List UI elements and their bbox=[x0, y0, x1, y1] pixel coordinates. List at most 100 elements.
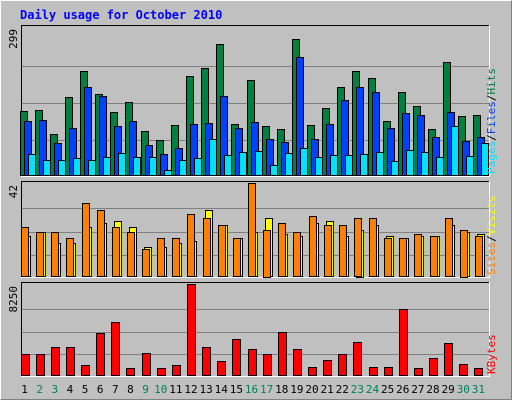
legend: KBytes bbox=[485, 334, 498, 374]
bar-kbytes: KBytes 7: 4800 bbox=[111, 322, 120, 376]
bar-kbytes: KBytes 26: 6000 bbox=[399, 309, 408, 376]
x-tick-label: 23 bbox=[351, 383, 364, 396]
bar-kbytes: KBytes 9: 2000 bbox=[142, 353, 151, 376]
bar-kbytes: KBytes 8: 600 bbox=[126, 368, 135, 376]
bar-kbytes: KBytes 18: 3900 bbox=[278, 332, 287, 376]
x-tick-label: 7 bbox=[112, 383, 119, 396]
x-axis-day-labels: 1 2 3 4 5 6 7 8 9 10 11 12 13 14 15 16 17 18 19 20 21 22 23 24 2… bbox=[21, 383, 485, 396]
legend: Sites/Visits bbox=[485, 196, 498, 276]
bar-pages: Pages 10: 11 bbox=[164, 170, 172, 176]
bar-kbytes: KBytes 17: 1900 bbox=[263, 354, 272, 376]
bar-sites: Sites 11: 17 bbox=[172, 238, 180, 277]
bar-pages: Pages 7: 45 bbox=[118, 153, 126, 176]
legend-item-sites: Sites bbox=[485, 242, 498, 275]
panel-hits-files-pages: 299Hits 1: 130Hits 2: 132Hits 3: 82Hits … bbox=[7, 25, 498, 177]
bar-kbytes: KBytes 28: 1500 bbox=[429, 358, 438, 376]
bar-kbytes: KBytes 23: 3000 bbox=[353, 342, 362, 376]
bar-kbytes: KBytes 4: 2500 bbox=[66, 347, 75, 376]
x-tick-label: 16 bbox=[245, 383, 258, 396]
bar-pages: Pages 23: 42 bbox=[360, 154, 368, 176]
bar-sites: Sites 26: 17 bbox=[399, 238, 407, 277]
x-tick-label: 8 bbox=[127, 383, 134, 396]
bar-sites: Sites 2: 20 bbox=[36, 232, 44, 277]
bar-sites: Sites 8: 20 bbox=[127, 232, 135, 277]
bar-pages: Pages 26: 51 bbox=[406, 150, 414, 176]
x-tick-label: 15 bbox=[230, 383, 243, 396]
bar-pages: Pages 20: 36 bbox=[315, 157, 323, 176]
bar-sites: Sites 20: 27 bbox=[309, 216, 317, 277]
bar-sites: Sites 6: 30 bbox=[97, 210, 105, 277]
x-tick-label: 19 bbox=[290, 383, 303, 396]
bar-pages: Pages 15: 47 bbox=[239, 152, 247, 176]
bar-pages: Pages 6: 37 bbox=[103, 157, 111, 176]
bar-sites: Sites 30: 21 bbox=[460, 230, 468, 278]
x-tick-label: 18 bbox=[275, 383, 288, 396]
bar-kbytes: KBytes 3: 2500 bbox=[51, 347, 60, 376]
bar-pages: Pages 19: 54 bbox=[300, 148, 308, 176]
bar-kbytes: KBytes 27: 600 bbox=[414, 368, 423, 376]
bar-kbytes: KBytes 31: 600 bbox=[474, 368, 483, 376]
x-tick-label: 1 bbox=[21, 383, 28, 396]
x-tick-label: 3 bbox=[52, 383, 59, 396]
bar-kbytes: KBytes 20: 700 bbox=[308, 367, 317, 376]
x-tick-label: 24 bbox=[366, 383, 380, 396]
legend-item-hits: Hits bbox=[485, 68, 498, 95]
bar-kbytes: KBytes 12: 8250 bbox=[187, 284, 196, 376]
bar-kbytes: KBytes 15: 3300 bbox=[232, 339, 241, 376]
legend: Pages/Files/Hits bbox=[485, 68, 498, 174]
bar-pages: Pages 12: 35 bbox=[194, 158, 202, 176]
bar-pages: Pages 25: 28 bbox=[391, 161, 399, 176]
bar-sites: Sites 27: 19 bbox=[414, 234, 422, 277]
bar-sites: Sites 9: 12 bbox=[142, 249, 150, 277]
bar-sites: Sites 3: 20 bbox=[51, 232, 59, 277]
bar-pages: Pages 29: 98 bbox=[451, 126, 459, 176]
x-tick-label: 21 bbox=[321, 383, 334, 396]
bar-sites: Sites 31: 18 bbox=[475, 236, 483, 277]
x-tick-label: 12 bbox=[184, 383, 197, 396]
bar-pages: Pages 8: 36 bbox=[133, 157, 141, 176]
bar-pages: Pages 13: 72 bbox=[209, 139, 217, 176]
x-tick-label: 14 bbox=[215, 383, 229, 396]
legend-item-visits: Visits bbox=[485, 196, 498, 236]
bar-pages: Pages 28: 36 bbox=[436, 157, 444, 176]
bar-sites: Sites 16: 42 bbox=[248, 183, 256, 277]
bar-sites: Sites 21: 23 bbox=[324, 225, 332, 277]
bar-sites: Sites 17: 21 bbox=[263, 230, 271, 278]
x-tick-label: 11 bbox=[169, 383, 182, 396]
bar-kbytes: KBytes 2: 1900 bbox=[36, 354, 45, 376]
bar-sites: Sites 25: 17 bbox=[384, 238, 392, 277]
legend-item-pages: Pages bbox=[485, 141, 498, 174]
bar-sites: Sites 15: 17 bbox=[233, 238, 241, 277]
bar-pages: Pages 9: 36 bbox=[149, 157, 157, 176]
bar-kbytes: KBytes 10: 600 bbox=[157, 368, 166, 376]
x-tick-label: 25 bbox=[381, 383, 394, 396]
x-tick-label: 20 bbox=[305, 383, 318, 396]
bar-pages: Pages 2: 30 bbox=[43, 160, 51, 176]
x-tick-label: 31 bbox=[472, 383, 485, 396]
x-tick-label: 2 bbox=[36, 383, 43, 396]
x-tick-label: 6 bbox=[97, 383, 104, 396]
bar-kbytes: KBytes 21: 1400 bbox=[323, 360, 332, 376]
bar-kbytes: KBytes 13: 2500 bbox=[202, 347, 211, 376]
bar-sites: Sites 4: 17 bbox=[66, 238, 74, 277]
legend-item-files: Files bbox=[485, 101, 498, 134]
legend-item-kbytes: KBytes bbox=[485, 334, 498, 374]
bar-pages: Pages 27: 47 bbox=[421, 152, 429, 176]
bar-sites: Sites 14: 23 bbox=[218, 225, 226, 277]
legend-separator: / bbox=[485, 134, 498, 141]
x-tick-label: 22 bbox=[336, 383, 349, 396]
chart-title: Daily usage for October 2010 bbox=[20, 8, 222, 22]
x-tick-label: 26 bbox=[396, 383, 409, 396]
bar-kbytes: KBytes 5: 900 bbox=[81, 365, 90, 376]
bar-sites: Sites 19: 20 bbox=[293, 232, 301, 277]
bar-sites: Sites 13: 26 bbox=[203, 218, 211, 277]
bar-kbytes: KBytes 29: 2900 bbox=[444, 343, 453, 376]
bar-pages: Pages 3: 30 bbox=[58, 160, 66, 176]
bar-kbytes: KBytes 11: 900 bbox=[172, 365, 181, 376]
bar-pages: Pages 1: 42 bbox=[28, 154, 36, 176]
bar-kbytes: KBytes 19: 2400 bbox=[293, 349, 302, 376]
x-tick-label: 30 bbox=[457, 383, 470, 396]
bar-sites: Sites 1: 22 bbox=[21, 227, 29, 277]
bar-sites: Sites 24: 26 bbox=[369, 218, 377, 277]
